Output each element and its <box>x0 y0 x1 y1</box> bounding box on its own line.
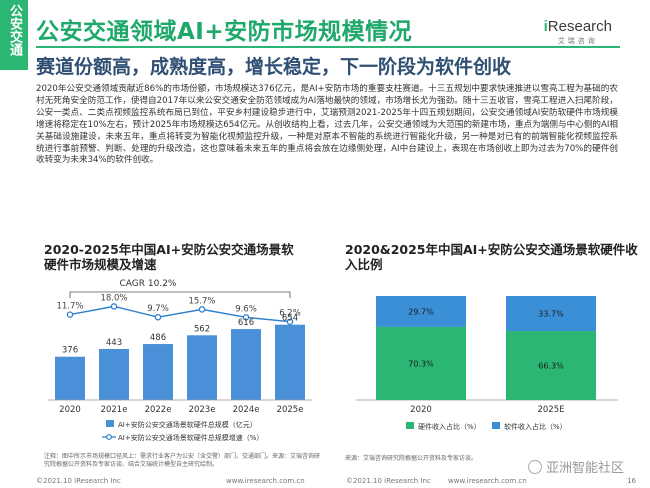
page-title: 公安交通领域AI+安防市场规模情况 <box>36 19 413 45</box>
cagr-label: CAGR 10.2% <box>120 279 177 289</box>
cagr-bracket <box>69 291 291 298</box>
growth-point <box>66 311 74 318</box>
chart2-source: 来源：艾瑞咨询研究院根据公开资料及专家访谈。 <box>345 455 478 462</box>
legend-label-line: AI+安防公安交通场景软硬件总规模增速（%） <box>118 433 263 442</box>
hardware-value-label: 70.3% <box>408 359 434 368</box>
section-tab-label: 公安交通 <box>7 4 22 56</box>
chart1-title: 2020-2025年中国AI+安防公安交通场景软硬件市场规模及增速 <box>44 242 294 272</box>
legend-label-hardware: 硬件收入占比（%） <box>418 422 481 431</box>
bar-hardware <box>376 326 466 400</box>
bar-hardware <box>506 331 596 400</box>
legend-swatch-bars <box>106 420 114 427</box>
footer-url-left: www.iresearch.com.cn <box>226 477 305 485</box>
chart2-revenue-ratio: 70.3% 29.7% 2020 66.3% 33.7% 2025E 硬件收入占比（%） 软件… <box>356 296 618 431</box>
x-tick-label: 2025e <box>277 405 304 415</box>
growth-line <box>69 305 291 323</box>
bar <box>143 344 173 400</box>
x-tick-label: 2023e <box>189 405 216 415</box>
legend-line-marker <box>106 434 112 440</box>
bar-value-label: 654 <box>282 314 298 324</box>
watermark-text: 亚洲智能社区 <box>545 461 624 476</box>
bar <box>55 356 85 400</box>
iresearch-logo: iResearch 艾瑞咨询 <box>544 18 612 46</box>
footer-copyright-left: ©2021.10 iResearch Inc <box>36 477 121 485</box>
growth-point <box>242 314 250 321</box>
x-tick-label: 2022e <box>145 405 172 415</box>
growth-point <box>286 318 294 325</box>
bar-value-label: 486 <box>150 333 166 343</box>
page-number: 16 <box>627 477 636 485</box>
bar-value-label: 616 <box>238 318 254 328</box>
growth-label: 11.7% <box>56 302 83 312</box>
growth-point <box>110 303 118 310</box>
bar <box>231 329 261 400</box>
x-tick-label: 2025E <box>537 405 564 415</box>
body-paragraph: 2020年公安交通领域贡献近86%的市场份额，市场规模达376亿元，是AI+安防… <box>36 84 618 166</box>
legend-swatch-hardware <box>406 422 414 429</box>
bar-software <box>506 296 596 332</box>
logo-i: i <box>543 18 548 35</box>
bar-value-label: 443 <box>106 338 122 348</box>
chart1-note: 注释：图中所示市场规模口径风上：需求行业客户为公安（含交警）部门、交通部门。来源… <box>44 453 321 468</box>
growth-point <box>154 313 162 321</box>
growth-label: 18.0% <box>100 293 127 303</box>
legend-swatch-software <box>492 422 500 429</box>
chart2-title: 2020&2025年中国AI+安防公安交通场景软硬件收入比例 <box>345 242 638 272</box>
bar <box>99 348 129 400</box>
page-subtitle: 赛道份额高，成熟度高，增长稳定，下一阶段为软件创收 <box>36 56 512 78</box>
x-tick-label: 2020 <box>410 405 432 415</box>
x-tick-label: 2024e <box>233 405 260 415</box>
growth-point <box>198 306 206 313</box>
watermark: 亚洲智能社区 <box>527 457 624 476</box>
bar-value-label: 376 <box>62 346 78 356</box>
footer-url-mid: www.iresearch.com.cn <box>448 477 527 485</box>
legend-label-software: 软件收入占比（%） <box>504 422 567 431</box>
growth-label: 15.7% <box>188 296 215 306</box>
hardware-value-label: 66.3% <box>538 362 564 371</box>
title-divider <box>36 46 620 48</box>
x-tick-label: 2020 <box>59 405 81 415</box>
wechat-icon <box>527 459 542 474</box>
footer-copyright-mid: ©2021.10 iResearch Inc <box>346 477 431 485</box>
legend-label-bars: AI+安防公安交通场景软硬件总规模（亿元） <box>118 420 257 429</box>
logo-cn: 艾瑞咨询 <box>557 37 598 45</box>
bar-value-label: 562 <box>194 324 210 334</box>
logo-research: Research <box>547 18 612 35</box>
x-tick-label: 2021e <box>101 405 128 415</box>
bar <box>275 324 305 400</box>
software-value-label: 33.7% <box>538 310 564 319</box>
growth-label: 9.7% <box>147 304 169 314</box>
software-value-label: 29.7% <box>408 307 434 316</box>
growth-label: 6.2% <box>279 309 301 319</box>
chart1-market-size: CAGR 10.2% 11.7% 18.0% 9.7% 15.7% 9.6% 6.2% 376… <box>48 279 312 442</box>
growth-label: 9.6% <box>235 304 257 314</box>
bar-software <box>376 296 466 327</box>
bar <box>187 335 217 400</box>
section-tab: 公安交通 <box>0 0 28 70</box>
